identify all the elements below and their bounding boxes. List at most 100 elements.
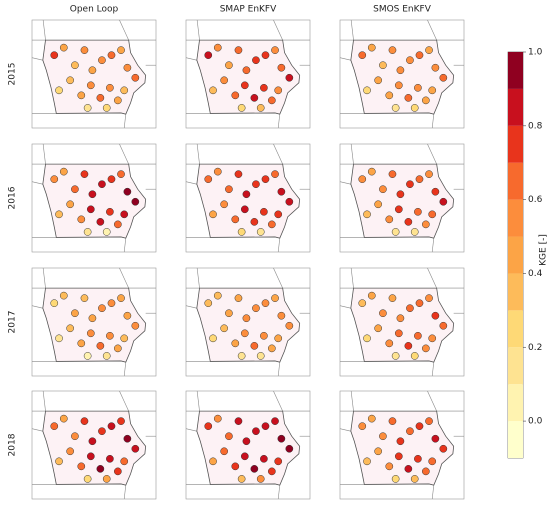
gauge-point	[439, 321, 448, 330]
gauge-point	[261, 51, 270, 60]
state-border	[427, 19, 437, 41]
gauge-point	[240, 329, 249, 338]
state-border	[196, 143, 200, 165]
gauge-point	[213, 43, 222, 52]
gauge-point	[363, 457, 371, 466]
state-border	[42, 143, 46, 165]
gauge-point	[77, 339, 86, 348]
colorbar-tick-label: 0.0	[528, 417, 543, 427]
colorbar-band	[508, 384, 523, 422]
gauge-point	[271, 417, 279, 425]
iowa-outline	[42, 287, 147, 363]
gauge-point	[261, 299, 270, 308]
gauge-point	[428, 210, 437, 219]
gauge-point	[225, 309, 233, 318]
gauge-point	[271, 294, 279, 302]
gauge-point	[414, 454, 422, 463]
state-border	[431, 485, 435, 500]
gauge-point	[213, 167, 222, 176]
gauge-point	[55, 86, 63, 95]
state-border	[431, 238, 435, 253]
state-border	[350, 19, 354, 41]
gauge-point	[237, 475, 246, 483]
gauge-point	[50, 299, 59, 308]
gauge-point	[404, 218, 413, 226]
gauge-point	[428, 457, 437, 466]
gauge-point	[204, 175, 213, 184]
gauge-point	[98, 56, 106, 65]
gauge-point	[88, 314, 97, 323]
gauge-point	[83, 475, 92, 483]
gauge-point	[385, 462, 394, 471]
gauge-point	[106, 83, 114, 92]
gauge-point	[86, 452, 95, 461]
colorbar-band	[508, 421, 523, 458]
gauge-point	[220, 447, 229, 456]
gauge-point	[113, 344, 122, 353]
state-border	[31, 305, 43, 309]
gauge-point	[59, 43, 68, 52]
gauge-point	[77, 462, 86, 471]
gauge-point	[107, 175, 116, 184]
gauge-point	[374, 324, 383, 333]
gauge-point	[415, 51, 424, 60]
gauge-point	[250, 94, 259, 102]
column-title: Open Loop	[70, 5, 119, 15]
state-border	[31, 57, 43, 61]
gauge-point	[406, 304, 414, 313]
gauge-point	[363, 334, 371, 343]
gauge-point	[50, 51, 59, 60]
gauge-point	[117, 294, 125, 302]
iowa-outline	[196, 287, 301, 363]
gauge-point	[256, 104, 265, 112]
gauge-point	[71, 432, 79, 441]
gauge-point	[388, 46, 397, 54]
gauge-point	[55, 334, 63, 343]
state-border	[196, 390, 200, 412]
state-border	[185, 305, 197, 309]
gauge-point	[55, 457, 63, 466]
gauge-point	[394, 205, 403, 214]
gauge-point	[256, 352, 265, 360]
gauge-point	[117, 170, 125, 178]
gauge-point	[113, 96, 122, 105]
gauge-point	[414, 207, 422, 216]
gauge-point	[102, 475, 111, 483]
iowa-outline	[42, 410, 147, 486]
gauge-point	[237, 228, 246, 236]
gauge-point	[123, 434, 132, 443]
gauge-point	[77, 215, 86, 224]
gauge-point	[98, 427, 106, 436]
state-border	[119, 267, 129, 289]
state-border	[339, 305, 351, 309]
gauge-point	[113, 467, 122, 476]
gauge-point	[406, 180, 414, 189]
gauge-point	[260, 83, 268, 92]
state-border	[185, 181, 197, 185]
gauge-point	[50, 175, 59, 184]
gauge-point	[391, 475, 400, 483]
gauge-point	[242, 66, 251, 75]
state-border	[339, 428, 351, 432]
gauge-point	[363, 210, 371, 219]
gauge-point	[363, 86, 371, 95]
gauge-point	[439, 444, 448, 453]
gauge-point	[271, 170, 279, 178]
state-border	[119, 143, 129, 165]
gauge-point	[234, 417, 243, 425]
state-border	[277, 114, 281, 129]
gauge-point	[252, 180, 260, 189]
gauge-point	[204, 299, 213, 308]
gauge-point	[96, 465, 105, 473]
gauge-point	[106, 454, 114, 463]
gauge-point	[379, 185, 387, 194]
colorbar-tick-label: 0.4	[528, 269, 543, 279]
gauge-point	[102, 228, 111, 236]
gauge-point	[96, 342, 105, 350]
gauge-point	[260, 454, 268, 463]
gauge-point	[80, 417, 89, 425]
colorbar-band	[508, 125, 523, 163]
state-border	[350, 267, 354, 289]
gauge-point	[358, 175, 367, 184]
